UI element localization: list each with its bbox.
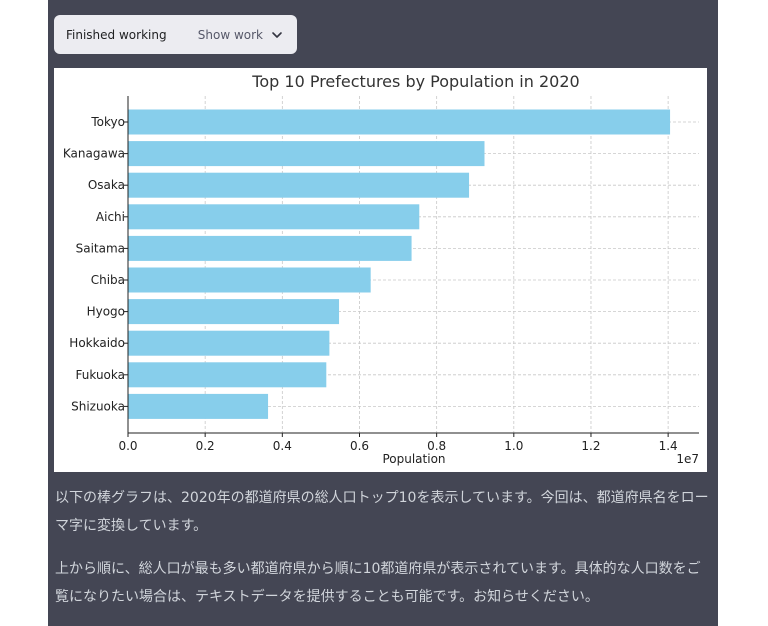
bar-aichi [128,204,420,230]
axes [124,96,699,437]
x-tick-label: 1.4 [659,439,678,453]
work-status-bar: Finished working Show work [54,15,297,54]
bar-chiba [128,267,371,293]
x-tick-label: 0.4 [273,439,292,453]
category-label: Saitama [76,241,125,255]
bar-chart: Top 10 Prefectures by Population in 2020… [63,72,699,466]
reply-paragraph-2: 上から順に、総人口が最も多い都道府県から順に10都道府県が表示されています。具体… [55,561,701,605]
category-label: Kanagawa [63,147,125,161]
category-label: Tokyo [90,115,125,129]
x-tick-label: 1.0 [504,439,523,453]
bar-hyogo [128,299,340,325]
x-tick-label: 0.2 [196,439,215,453]
bar-fukuoka [128,362,327,388]
assistant-reply-text: 以下の棒グラフは、2020年の都道府県の総人口トップ10を表示しています。今回は… [55,484,710,626]
bars [128,109,671,419]
category-label: Shizuoka [71,399,125,413]
category-labels: Tokyo Kanagawa Osaka Aichi Saitama Chiba Hyogo… [63,115,125,413]
bar-osaka [128,172,470,198]
bar-hokkaido [128,330,330,356]
x-tick-label: 0.8 [427,439,446,453]
x-tick-label: 0.0 [118,439,137,453]
show-work-label: Show work [197,27,263,42]
x-axis-multiplier: 1e7 [676,452,699,466]
x-tick-label: 1.2 [581,439,600,453]
category-label: Hokkaido [69,336,125,350]
assistant-message-panel: Finished working Show work Top 10 Prefec… [48,0,718,626]
bar-tokyo [128,109,671,135]
category-label: Chiba [91,273,125,287]
category-label: Fukuoka [76,368,125,382]
bar-kanagawa [128,141,485,167]
chart-image: Top 10 Prefectures by Population in 2020… [54,68,707,472]
chart-title: Top 10 Prefectures by Population in 2020 [251,72,579,91]
category-label: Aichi [96,210,125,224]
reply-paragraph-1: 以下の棒グラフは、2020年の都道府県の総人口トップ10を表示しています。今回は… [55,490,709,534]
x-tick-label: 0.6 [350,439,369,453]
bar-shizuoka [128,393,269,419]
bar-saitama [128,235,412,261]
category-label: Osaka [88,178,125,192]
show-work-button[interactable]: Show work [198,28,283,42]
category-label: Hyogo [87,305,125,319]
status-label: Finished working [66,27,167,42]
chevron-down-icon [272,31,282,38]
x-axis-label: Population [382,452,445,466]
x-tick-labels: 0.0 0.2 0.4 0.6 0.8 1.0 1.2 1.4 [118,439,677,453]
